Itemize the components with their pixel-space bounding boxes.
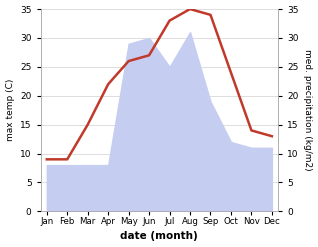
Y-axis label: med. precipitation (kg/m2): med. precipitation (kg/m2) [303, 49, 313, 171]
Y-axis label: max temp (C): max temp (C) [5, 79, 15, 141]
X-axis label: date (month): date (month) [121, 231, 198, 242]
